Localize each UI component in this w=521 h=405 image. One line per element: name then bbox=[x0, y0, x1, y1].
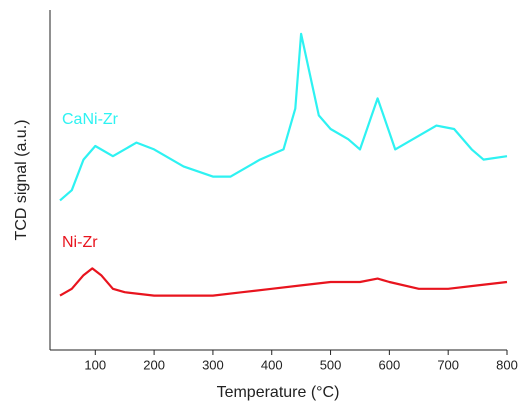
x-tick-label: 100 bbox=[84, 357, 106, 372]
x-tick-label: 500 bbox=[320, 357, 342, 372]
x-tick-label: 200 bbox=[143, 357, 165, 372]
x-tick-label: 400 bbox=[261, 357, 283, 372]
series-line bbox=[59, 32, 508, 202]
x-tick-label: 300 bbox=[202, 357, 224, 372]
y-axis-title: TCD signal (a.u.) bbox=[13, 120, 30, 241]
x-tick-label: 700 bbox=[437, 357, 459, 372]
series-line bbox=[59, 267, 508, 297]
x-tick-label: 800 bbox=[496, 357, 518, 372]
x-tick-label: 600 bbox=[379, 357, 401, 372]
x-axis-title: Temperature (°C) bbox=[217, 384, 340, 401]
series-label: CaNi-Zr bbox=[62, 111, 119, 128]
series-label: Ni-Zr bbox=[62, 234, 98, 251]
